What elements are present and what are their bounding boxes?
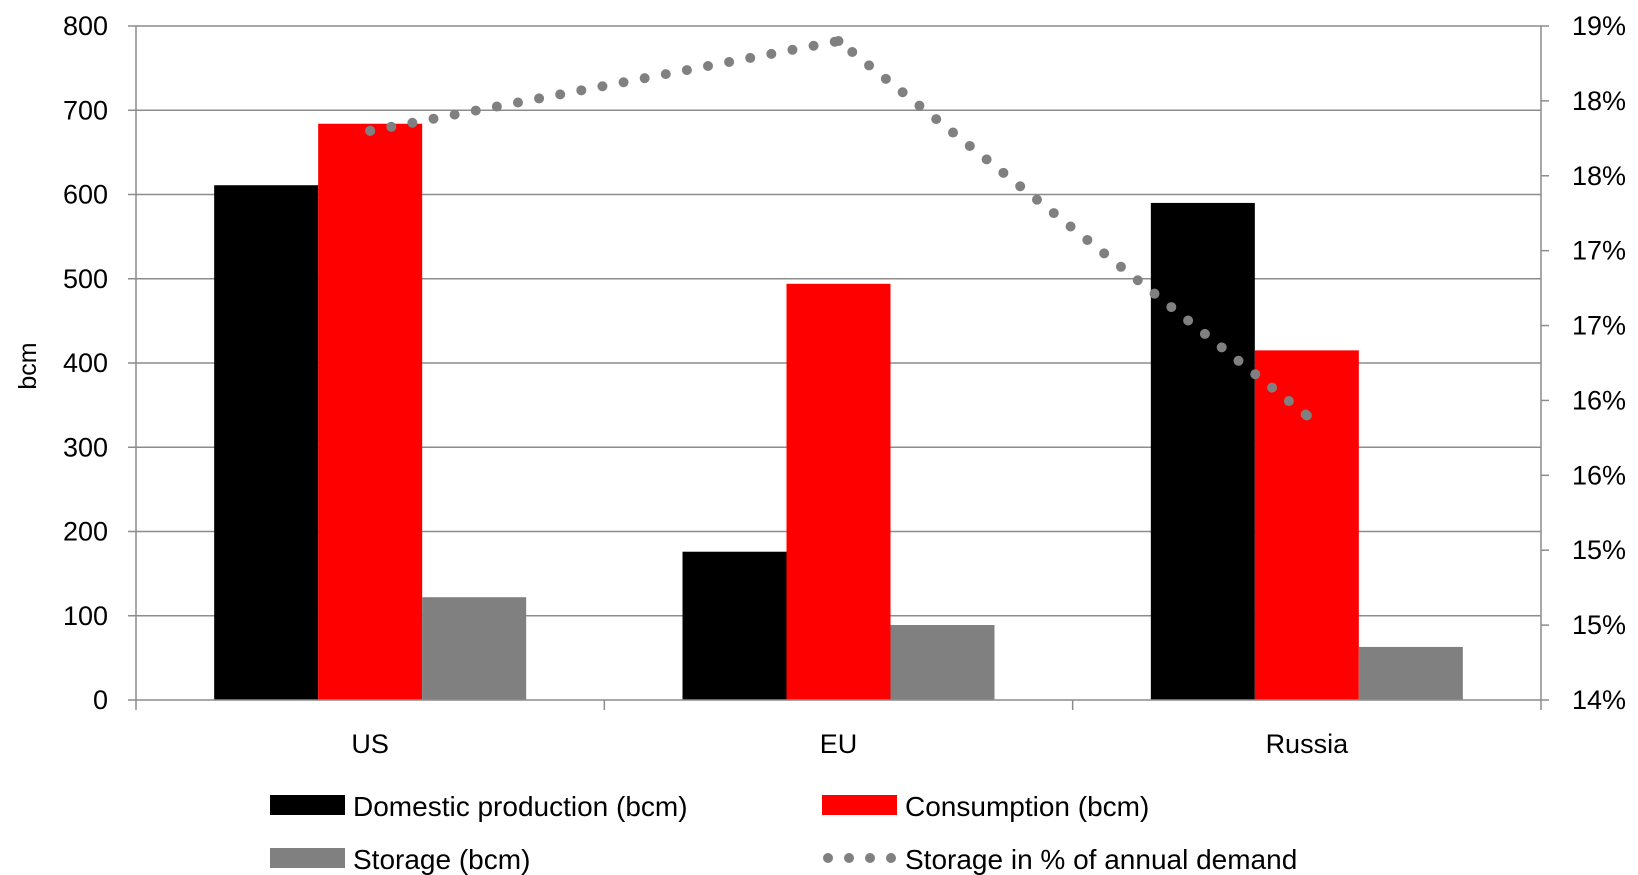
legend-label: Domestic production (bcm) xyxy=(353,791,688,822)
bar-0-russia xyxy=(1150,202,1255,701)
legend-swatch xyxy=(270,795,345,815)
left-tick-label: 700 xyxy=(63,95,108,125)
right-tick-label: 17% xyxy=(1572,236,1626,266)
left-tick-label: 200 xyxy=(63,517,108,547)
right-tick-label: 15% xyxy=(1572,610,1626,640)
legend-swatch xyxy=(270,848,345,868)
category-label: EU xyxy=(820,729,858,759)
right-tick-label: 18% xyxy=(1572,86,1626,116)
right-tick-label: 16% xyxy=(1572,460,1626,490)
left-tick-label: 600 xyxy=(63,180,108,210)
right-tick-label: 14% xyxy=(1572,685,1626,715)
legend-item: Consumption (bcm) xyxy=(822,791,1149,822)
right-tick-label: 15% xyxy=(1572,535,1626,565)
bars xyxy=(214,123,1463,701)
category-label: US xyxy=(351,729,389,759)
bar-1-russia xyxy=(1254,350,1359,700)
bar-0-us xyxy=(214,185,319,701)
right-tick-label: 16% xyxy=(1572,385,1626,415)
right-tick-label: 19% xyxy=(1572,11,1626,41)
bar-2-us xyxy=(422,597,527,700)
left-tick-label: 500 xyxy=(63,264,108,294)
bar-1-eu xyxy=(786,283,891,700)
right-tick-label: 18% xyxy=(1572,161,1626,191)
left-axis-ticks: 0 100 200 300 400 500 600 700 800 xyxy=(63,11,136,715)
right-tick-label: 17% xyxy=(1572,311,1626,341)
legend-label: Consumption (bcm) xyxy=(905,791,1149,822)
left-tick-label: 100 xyxy=(63,601,108,631)
line-point xyxy=(365,125,376,136)
bar-2-eu xyxy=(890,625,995,700)
legend-label: Storage (bcm) xyxy=(353,844,530,875)
legend-item: Storage (bcm) xyxy=(270,844,530,875)
line-point xyxy=(833,35,844,46)
category-label: Russia xyxy=(1266,729,1350,759)
left-tick-label: 400 xyxy=(63,348,108,378)
legend-swatch xyxy=(822,795,897,815)
bar-0-eu xyxy=(682,551,787,700)
legend: Domestic production (bcm) Consumption (bc… xyxy=(270,791,1297,875)
right-axis-ticks: 14% 15% 15% 16% 16% 17% 17% 18% 18% 19% xyxy=(1541,11,1626,715)
line-point xyxy=(1301,410,1312,421)
left-tick-label: 800 xyxy=(63,11,108,41)
left-tick-label: 0 xyxy=(93,685,108,715)
bar-1-us xyxy=(318,123,423,701)
category-axis-ticks: US EU Russia xyxy=(135,700,1542,759)
legend-item: Storage in % of annual demand xyxy=(823,844,1297,875)
left-tick-label: 300 xyxy=(63,432,108,462)
y-axis-title: bcm xyxy=(14,342,42,389)
legend-item: Domestic production (bcm) xyxy=(270,791,688,822)
legend-label: Storage in % of annual demand xyxy=(905,844,1297,875)
line-series xyxy=(365,35,1312,421)
bar-2-russia xyxy=(1358,646,1463,700)
